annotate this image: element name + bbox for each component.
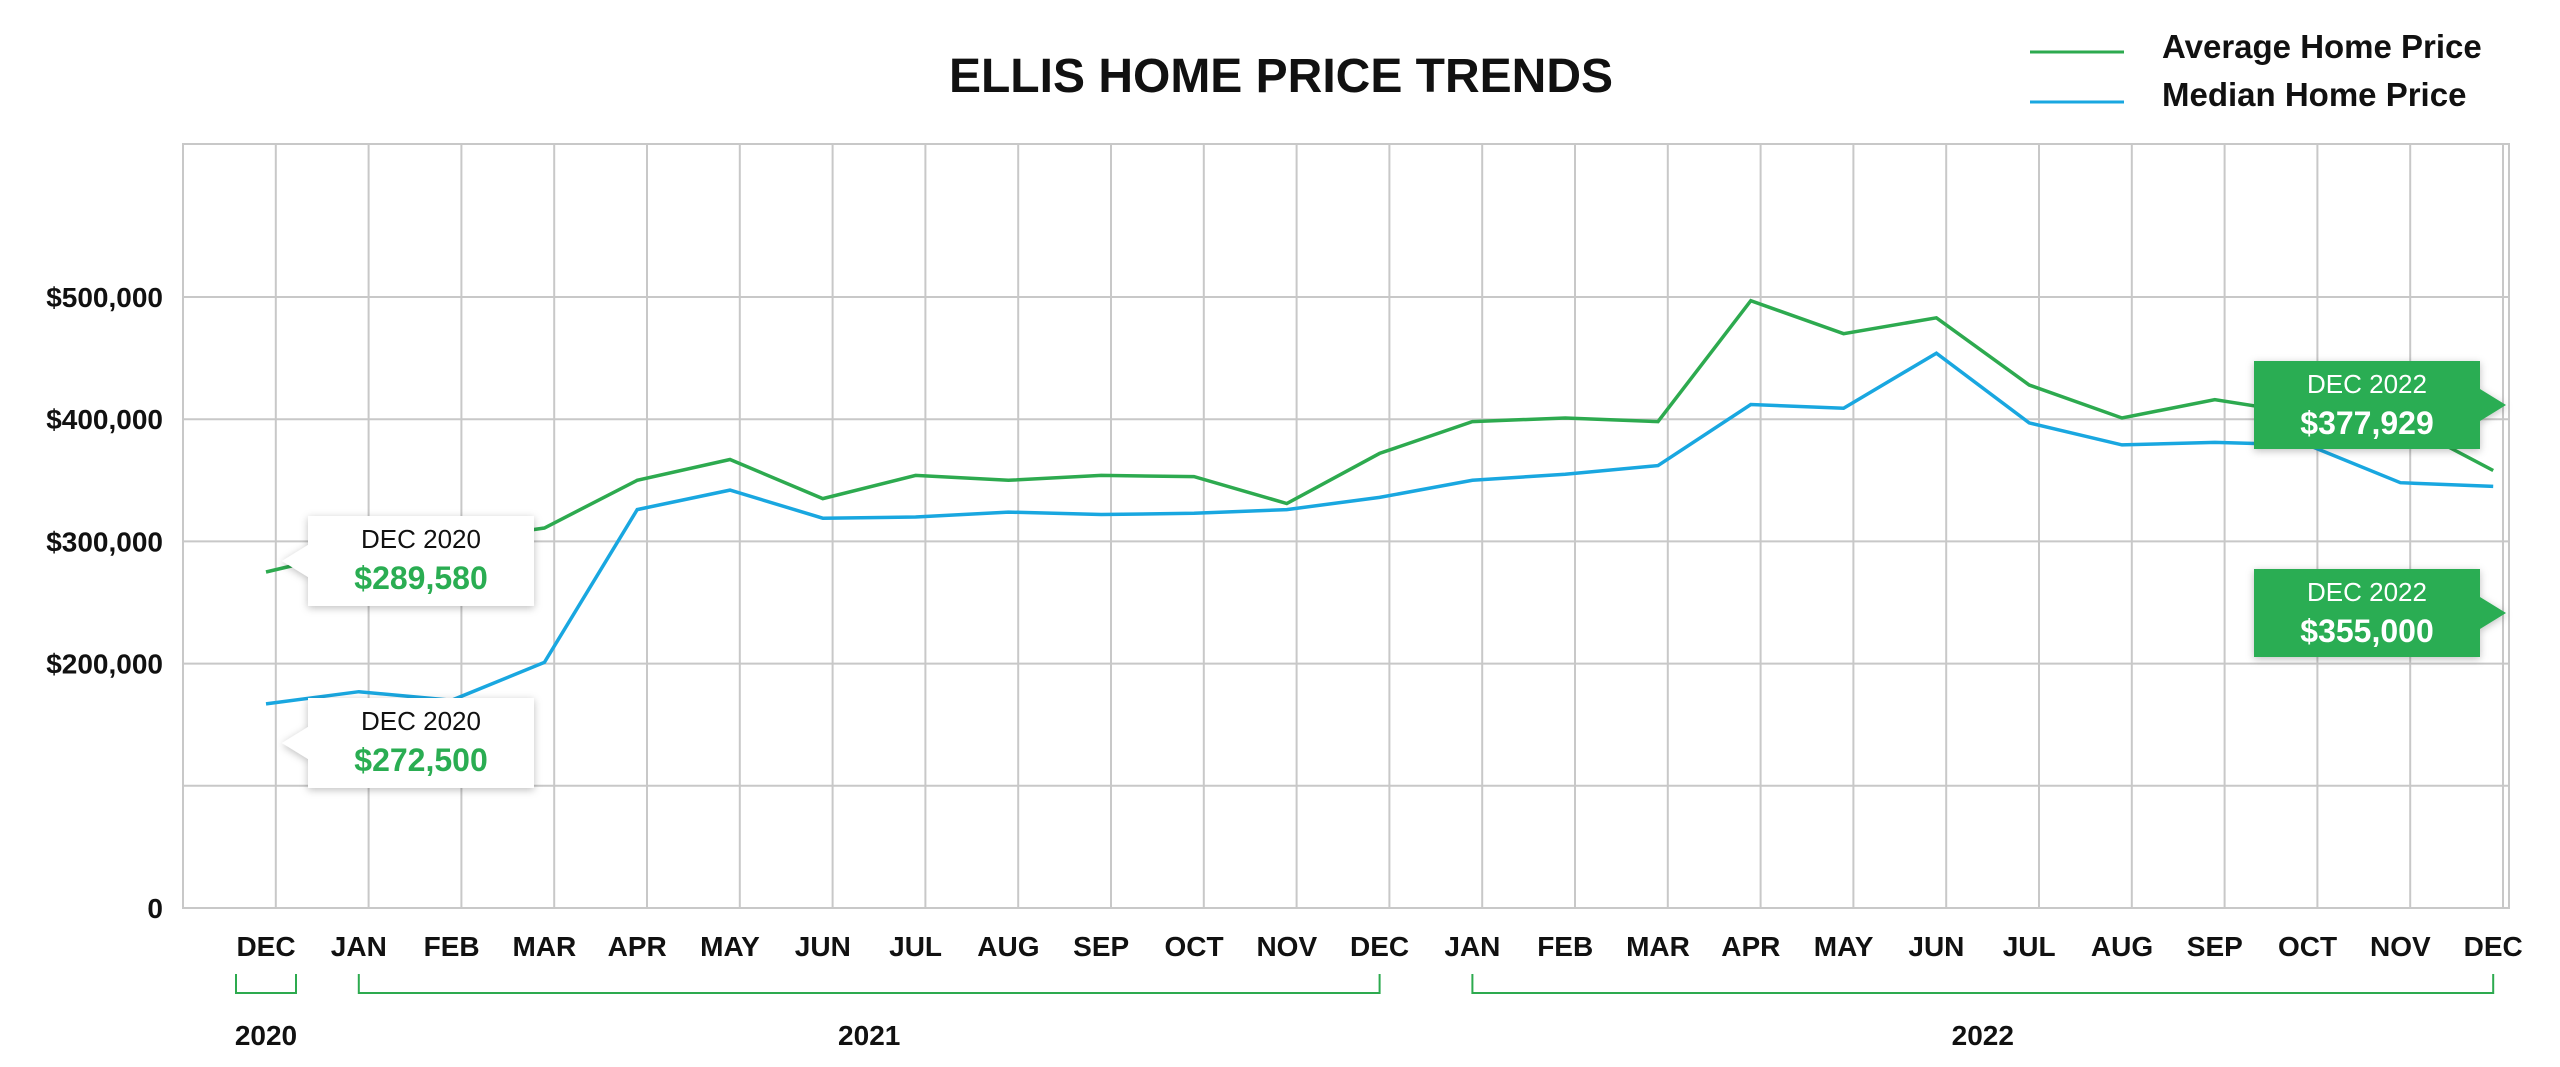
x-tick-label: JUL [2003, 931, 2056, 962]
y-tick-label: $200,000 [46, 649, 163, 680]
x-tick-label: DEC [2464, 931, 2523, 962]
callout-value: $377,929 [2300, 405, 2433, 441]
year-bracket [357, 974, 1381, 994]
callout-date: DEC 2020 [361, 524, 481, 554]
callout-box [282, 698, 534, 788]
grid [182, 143, 2510, 909]
x-tick-label: NOV [1256, 931, 1317, 962]
series-lines [265, 298, 2495, 706]
callout-box [2254, 569, 2506, 657]
x-tick-label: APR [608, 931, 667, 962]
x-tick-label: OCT [1164, 931, 1223, 962]
year-label: 2020 [235, 1020, 297, 1051]
year-label: 2021 [838, 1020, 900, 1051]
y-tick-label: 0 [147, 893, 163, 924]
chart-title: ELLIS HOME PRICE TRENDS [949, 50, 1613, 103]
x-tick-label: NOV [2370, 931, 2431, 962]
x-tick-label: JUN [795, 931, 851, 962]
callout-date: DEC 2022 [2307, 369, 2427, 399]
axes: 0 $200,000 $300,000 $400,000 $500,000 DEC JAN F… [46, 282, 2523, 1051]
x-tick-label: JAN [1444, 931, 1500, 962]
callout-dec-2020: DEC 2020 $272,500 [282, 698, 534, 788]
callout-date: DEC 2020 [361, 706, 481, 736]
x-tick-label: MAR [1626, 931, 1690, 962]
callout-dec-2022: DEC 2022 $355,000 [2254, 569, 2506, 657]
x-tick-label: MAY [700, 931, 760, 962]
callout-value: $272,500 [354, 742, 487, 778]
callout-dec-2020: DEC 2020 $289,580 [282, 516, 534, 606]
callout-value: $289,580 [354, 560, 487, 596]
x-tick-label: MAR [513, 931, 577, 962]
callout-value: $355,000 [2300, 613, 2433, 649]
callouts: DEC 2020 $289,580 DEC 2020 $272,500 DEC 2022… [282, 361, 2506, 788]
callout-box [282, 516, 534, 606]
x-tick-label: FEB [424, 931, 480, 962]
x-tick-label: SEP [1073, 931, 1129, 962]
x-tick-label: SEP [2187, 931, 2243, 962]
x-tick-label: AUG [977, 931, 1039, 962]
callout-dec-2022: DEC 2022 $377,929 [2254, 361, 2506, 449]
series-line-median [265, 351, 2494, 706]
year-label: 2022 [1952, 1020, 2014, 1051]
callout-date: DEC 2022 [2307, 577, 2427, 607]
series-line-average [265, 298, 2495, 574]
year-bracket [1471, 974, 2495, 994]
x-tick-label: APR [1721, 931, 1780, 962]
x-tick-label: JUN [1908, 931, 1964, 962]
callout-box [2254, 361, 2506, 449]
y-tick-label: $400,000 [46, 404, 163, 435]
x-tick-label: AUG [2091, 931, 2153, 962]
x-tick-label: MAY [1814, 931, 1874, 962]
x-tick-label: JUL [889, 931, 942, 962]
x-tick-label: OCT [2278, 931, 2337, 962]
y-tick-label: $500,000 [46, 282, 163, 313]
x-tick-label: DEC [236, 931, 295, 962]
x-tick-label: DEC [1350, 931, 1409, 962]
legend-label-median: Median Home Price [2162, 76, 2466, 113]
legend: Average Home Price Median Home Price [2030, 28, 2482, 113]
legend-label-average: Average Home Price [2162, 28, 2482, 65]
year-bracket [235, 974, 297, 994]
x-tick-label: FEB [1537, 931, 1593, 962]
x-tick-label: JAN [331, 931, 387, 962]
y-tick-label: $300,000 [46, 526, 163, 557]
